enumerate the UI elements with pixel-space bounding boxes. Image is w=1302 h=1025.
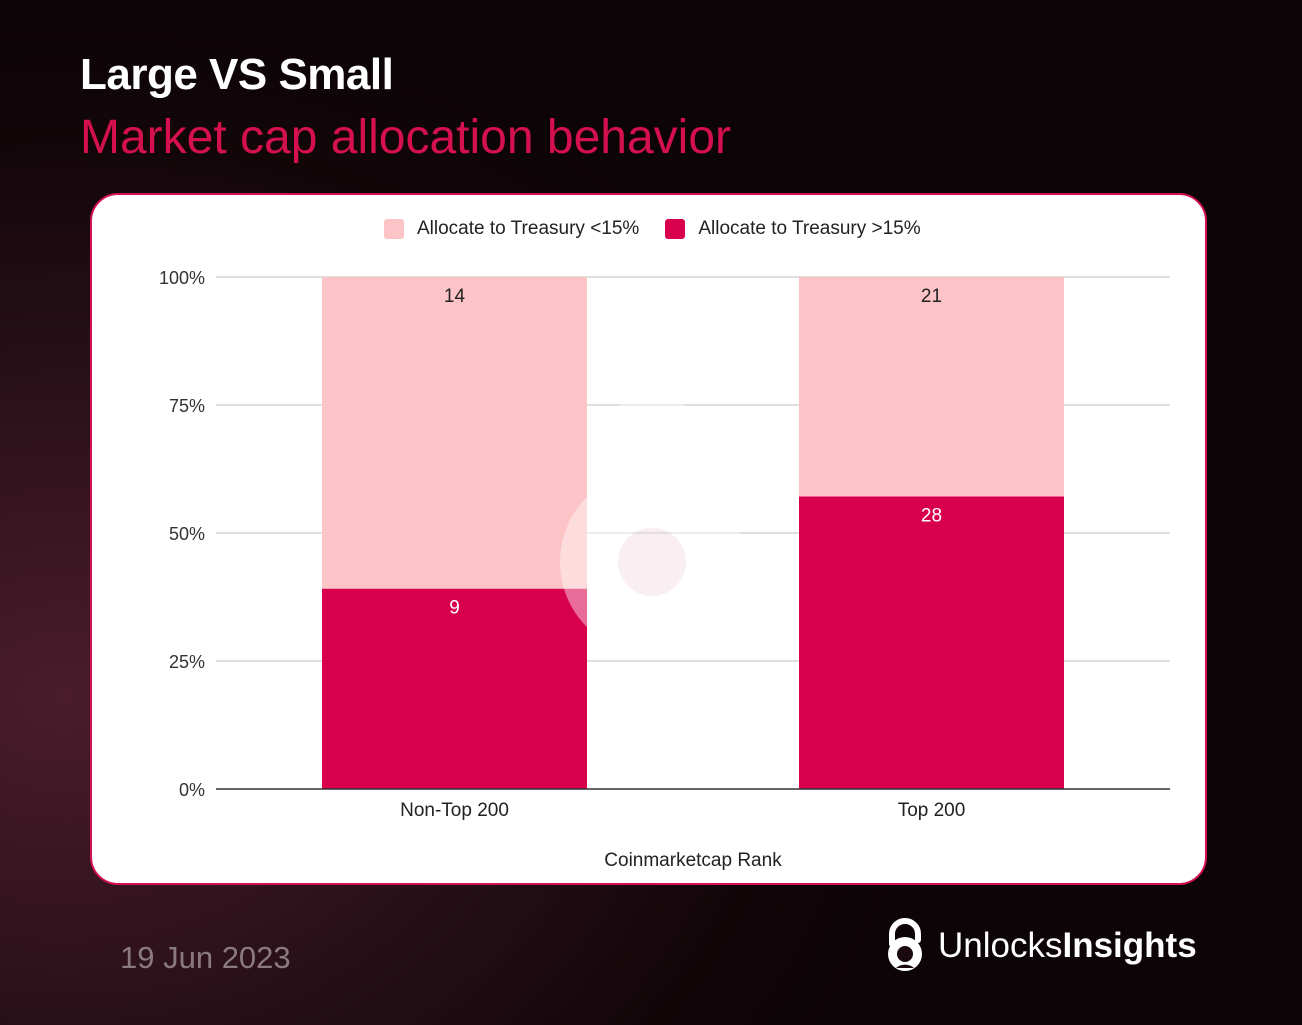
y-tick-label: 0%	[179, 780, 205, 800]
legend-item-low: Allocate to Treasury <15%	[384, 218, 639, 240]
brand-name: UnlocksInsights	[938, 926, 1197, 966]
lock-logo-icon	[888, 918, 922, 971]
bar-segment-high	[799, 496, 1064, 789]
brand-name-bold: Insights	[1062, 926, 1197, 965]
y-tick-label: 100%	[159, 268, 205, 288]
watermark-shackle	[588, 396, 716, 512]
watermark-keyhole	[618, 528, 686, 596]
watermark-lock-icon	[560, 396, 744, 654]
legend-item-high: Allocate to Treasury >15%	[665, 218, 921, 240]
x-tick-label: Non-Top 200	[400, 800, 509, 821]
x-tick-label: Top 200	[898, 800, 966, 821]
data-label-low: 14	[444, 286, 466, 307]
page-subtitle: Market cap allocation behavior	[80, 111, 732, 164]
data-label-high: 9	[449, 598, 460, 619]
data-label-low: 21	[921, 286, 942, 307]
report-date: 19 Jun 2023	[120, 940, 291, 975]
bar-segment-low	[322, 277, 587, 589]
bar-segment-high	[322, 588, 587, 789]
bar-segment-low	[799, 277, 1064, 497]
chart-legend: Allocate to Treasury <15% Allocate to Tr…	[384, 218, 947, 240]
y-tick-label: 50%	[169, 524, 205, 544]
watermark-body	[560, 470, 744, 654]
legend-label-low: Allocate to Treasury <15%	[417, 218, 640, 239]
brand-logo: UnlocksInsights	[882, 918, 1197, 974]
page-title: Large VS Small	[80, 50, 394, 99]
legend-swatch-low	[384, 219, 404, 239]
y-tick-label: 25%	[169, 652, 205, 672]
y-tick-label: 75%	[169, 396, 205, 416]
legend-label-high: Allocate to Treasury >15%	[698, 218, 921, 239]
brand-name-light: Unlocks	[938, 926, 1063, 965]
x-axis-title: Coinmarketcap Rank	[604, 850, 782, 871]
legend-swatch-high	[665, 219, 686, 239]
data-label-high: 28	[921, 505, 942, 526]
